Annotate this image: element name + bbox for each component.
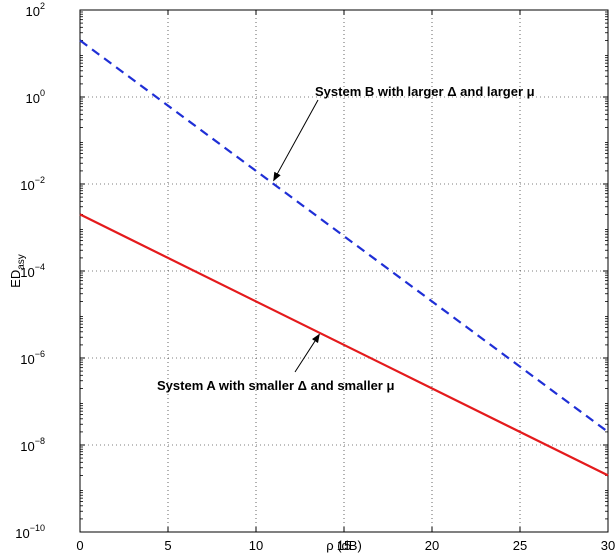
annotation-label-system-b: System B with larger Δ and larger μ — [315, 84, 535, 99]
y-tick-label: 10−8 — [20, 436, 45, 454]
x-tick-label: 20 — [425, 538, 439, 553]
x-tick-label: 0 — [76, 538, 83, 553]
y-tick-base: 10 — [26, 91, 40, 106]
y-tick-exponent: −4 — [35, 262, 45, 272]
y-tick-exponent: −2 — [35, 175, 45, 185]
y-tick-label: 102 — [26, 1, 45, 19]
series-line-system-a — [79, 213, 609, 477]
y-tick-label: 100 — [26, 88, 45, 106]
y-axis-label-main: ED — [8, 270, 23, 288]
y-tick-base: 10 — [20, 439, 34, 454]
y-tick-exponent: 2 — [40, 1, 45, 11]
y-tick-base: 10 — [15, 526, 29, 541]
y-tick-exponent: −8 — [35, 436, 45, 446]
series-line-system-b — [79, 39, 609, 433]
x-tick-label: 5 — [164, 538, 171, 553]
annotation-label-system-a: System A with smaller Δ and smaller μ — [157, 378, 394, 393]
annotation-arrow-system-b — [273, 99, 319, 182]
y-tick-label: 10−2 — [20, 175, 45, 193]
grid-layer — [80, 10, 608, 532]
annotation-arrow-system-a — [294, 333, 320, 373]
y-tick-label: 10−4 — [20, 262, 45, 280]
series-layer — [79, 39, 609, 477]
x-tick-label: 10 — [249, 538, 263, 553]
annotation-layer: System B with larger Δ and larger μ Syste… — [157, 84, 535, 393]
y-tick-label: 10−6 — [20, 349, 45, 367]
y-tick-base: 10 — [20, 178, 34, 193]
y-tick-base: 10 — [20, 352, 34, 367]
y-axis-label-subscript: asy — [16, 254, 27, 270]
y-tick-exponent: −6 — [35, 349, 45, 359]
x-axis-label: ρ (dB) — [326, 538, 362, 553]
x-tick-label: 15 — [337, 538, 351, 553]
y-tick-base: 10 — [26, 4, 40, 19]
y-tick-exponent: −10 — [30, 523, 45, 533]
y-tick-base: 10 — [20, 265, 34, 280]
y-axis-label: EDasy — [8, 254, 27, 288]
y-tick-exponent: 0 — [40, 88, 45, 98]
x-tick-label: 30 — [601, 538, 615, 553]
y-tick-label: 10−10 — [15, 523, 45, 541]
x-tick-label: 25 — [513, 538, 527, 553]
